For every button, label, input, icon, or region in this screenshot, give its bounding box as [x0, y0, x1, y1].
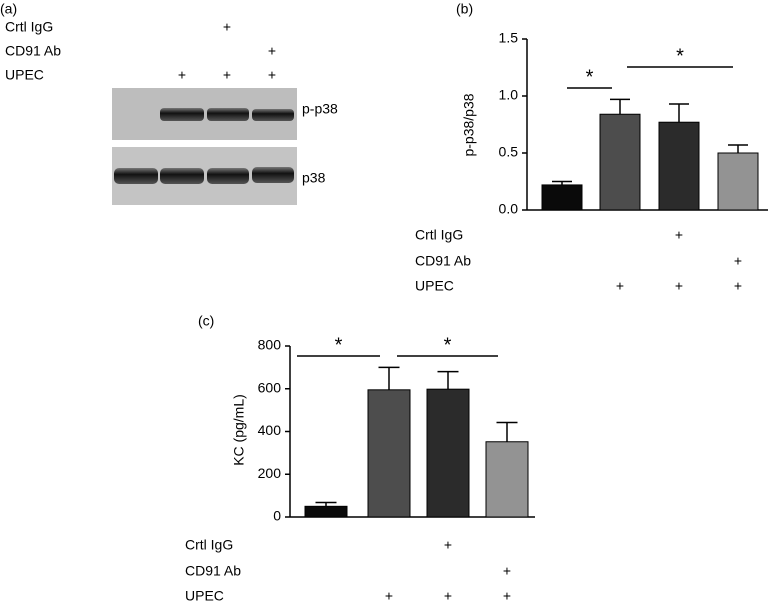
panel-label: (b) — [456, 1, 473, 17]
condition-mark: + — [268, 43, 276, 59]
condition-mark: + — [734, 278, 742, 294]
condition-label: Crtl IgG — [415, 227, 463, 243]
condition-label: Crtl IgG — [185, 537, 233, 553]
condition-mark: + — [444, 537, 452, 553]
y-tick-label: 0.5 — [499, 144, 519, 160]
bar — [367, 389, 411, 518]
significance-star: * — [335, 334, 343, 356]
condition-mark: + — [616, 278, 624, 294]
band-label: p38 — [302, 170, 326, 186]
condition-mark: + — [223, 67, 231, 83]
bar — [304, 505, 348, 518]
condition-mark: + — [675, 278, 683, 294]
condition-mark: + — [734, 253, 742, 269]
y-tick-label: 200 — [258, 465, 282, 481]
condition-label: CD91 Ab — [185, 563, 241, 579]
y-tick-label: 600 — [258, 379, 282, 395]
significance-star: * — [676, 45, 684, 67]
band-label: p-p38 — [302, 101, 338, 117]
panel-label: (c) — [198, 313, 214, 329]
bar — [717, 152, 759, 211]
bar — [485, 441, 529, 518]
condition-mark: + — [178, 67, 186, 83]
condition-mark: + — [503, 563, 511, 579]
condition-label: UPEC — [185, 588, 224, 604]
condition-label: UPEC — [5, 67, 44, 83]
y-axis-title: KC (pg/mL) — [231, 394, 247, 466]
significance-star: * — [586, 66, 594, 88]
bar — [541, 184, 583, 211]
condition-label: CD91 Ab — [415, 253, 471, 269]
condition-mark: + — [503, 588, 511, 604]
condition-label: UPEC — [415, 278, 454, 294]
condition-mark: + — [223, 19, 231, 35]
condition-label: CD91 Ab — [5, 43, 61, 59]
y-tick-label: 1.0 — [499, 87, 519, 103]
y-tick-label: 800 — [258, 337, 282, 353]
y-tick-label: 400 — [258, 422, 282, 438]
condition-mark: + — [675, 227, 683, 243]
condition-mark: + — [268, 67, 276, 83]
y-tick-label: 0.0 — [499, 201, 519, 217]
bar — [658, 121, 700, 211]
panel-label: (a) — [0, 1, 17, 17]
condition-label: Crtl IgG — [5, 19, 53, 35]
significance-star: * — [444, 334, 452, 356]
y-tick-label: 1.5 — [499, 30, 519, 46]
blot-bands — [114, 108, 294, 184]
condition-mark: + — [444, 588, 452, 604]
bar — [599, 113, 641, 211]
condition-mark: + — [385, 588, 393, 604]
y-axis-title: p-p38/p38 — [461, 93, 477, 156]
y-tick-label: 0 — [273, 508, 281, 524]
bar — [426, 388, 470, 518]
